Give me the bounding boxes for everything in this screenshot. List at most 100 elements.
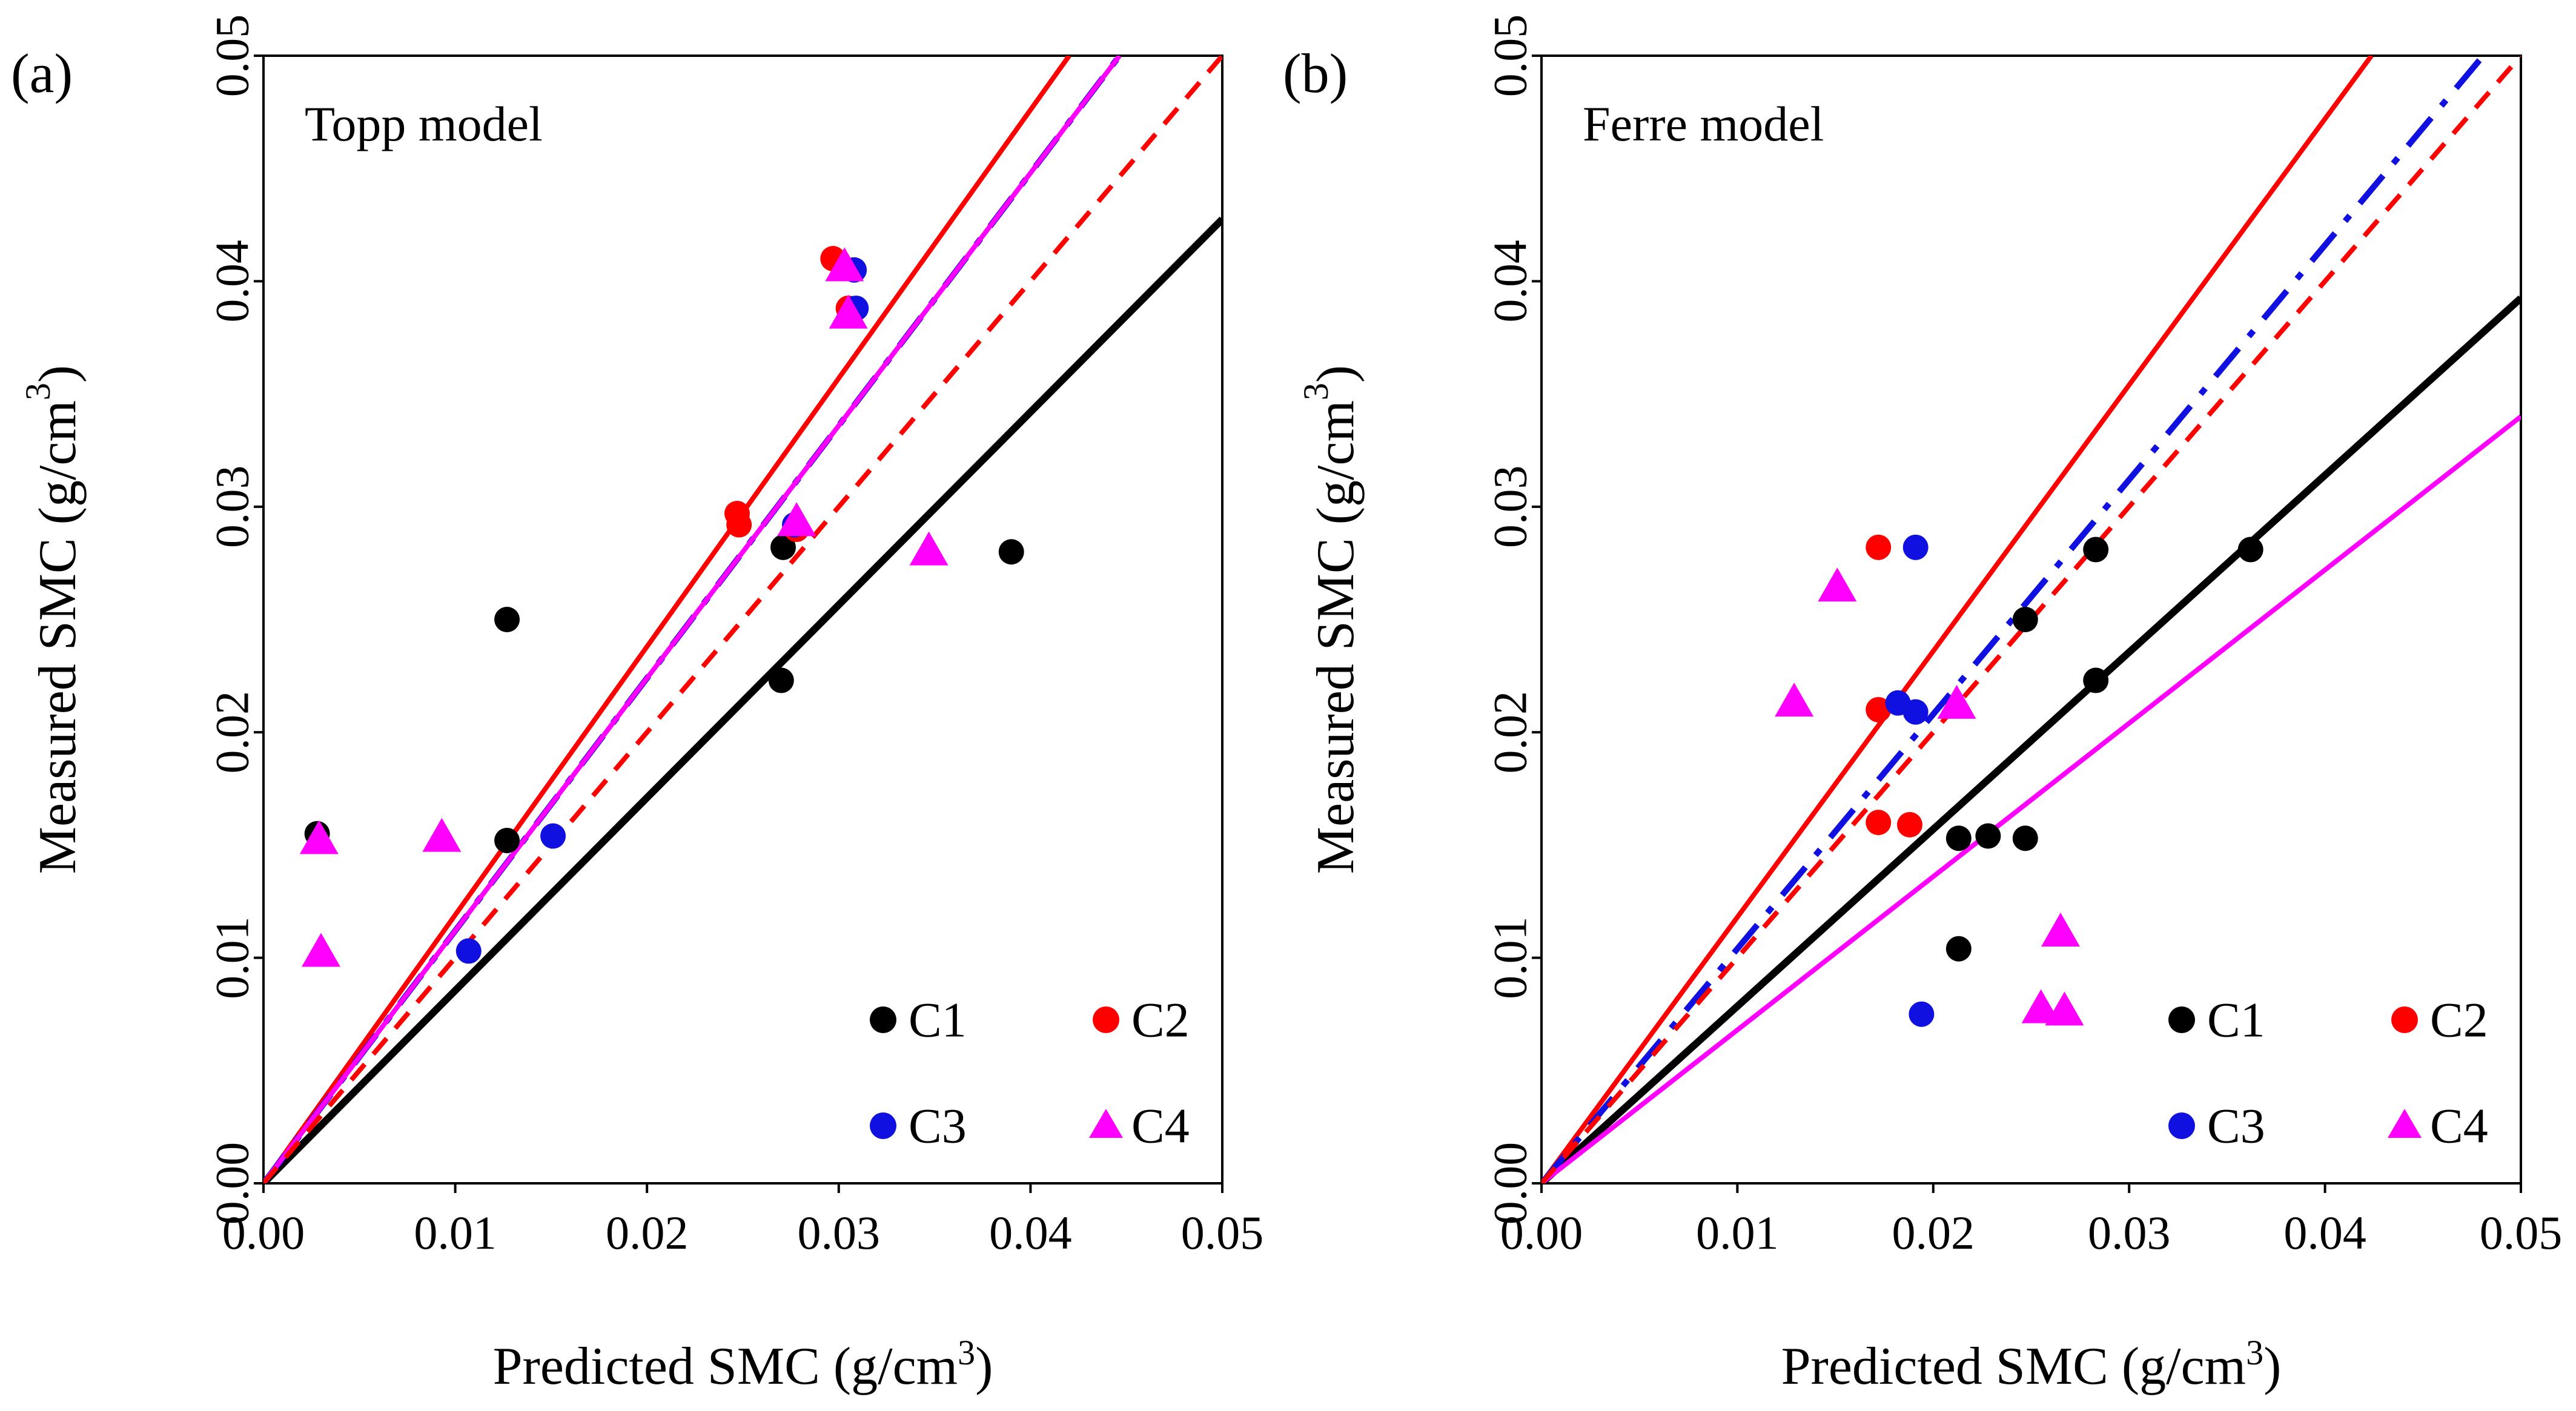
panel-a-fit-line-c1 [263, 216, 1222, 1183]
panel-a-point-c1 [770, 534, 796, 560]
panel-b-y-axis-title-text: Measured SMC (g/cm [1306, 400, 1365, 874]
panel-b-fit-line-c4 [1541, 414, 2521, 1183]
panel-a-y-axis-title-text: Measured SMC (g/cm [28, 400, 87, 874]
panel-b-point-c2 [1896, 811, 1922, 838]
panel-b-x-axis-title-text: Predicted SMC (g/cm [1781, 1337, 2246, 1396]
panel-b-legend-label-c1: C1 [2207, 993, 2265, 1048]
panel-b-fit-line-c1 [1541, 295, 2521, 1183]
panel-a-point-c1 [494, 827, 520, 853]
panel-b-y-tick-label: 0.04 [1484, 240, 1537, 323]
panel-b-point-c1 [2012, 825, 2038, 851]
panel-b-y-tick-label: 0.03 [1484, 466, 1537, 549]
panel-b-legend-label-c4: C4 [2430, 1099, 2488, 1154]
panel-b-legend-label-c3: C3 [2207, 1099, 2265, 1154]
panel-a: 0.00 0.01 0.02 0.03 0.04 0.05 0.00 0.01 0.02 0.03… [11, 15, 1263, 1396]
panel-b-x-tick-label: 0.03 [2088, 1206, 2171, 1259]
panel-a-point-c3 [455, 938, 482, 964]
panel-b-point-c1 [1945, 825, 1972, 851]
panel-b-model-title: Ferre model [1583, 96, 1824, 151]
panel-b-point-c1 [2083, 667, 2109, 693]
panel-a-legend-label-c1: C1 [909, 993, 967, 1048]
panel-b-x-tick-label: 0.00 [1500, 1206, 1583, 1259]
panel-a-x-axis-title: Predicted SMC (g/cm3) [493, 1333, 993, 1396]
panel-a-point-c4 [777, 502, 816, 537]
panel-b-x-tick-label: 0.01 [1696, 1206, 1779, 1259]
panel-b-point-c4 [1775, 682, 1814, 717]
panel-a-x-tick-label: 0.01 [414, 1206, 497, 1259]
panel-a-legend-label-c4: C4 [1131, 1099, 1190, 1154]
panel-a-legend-marker-c3 [870, 1112, 896, 1139]
panel-a-x-tick-label: 0.00 [222, 1206, 305, 1259]
panel-a-point-c4 [825, 247, 864, 282]
panel-b-legend-marker-c4 [2388, 1109, 2422, 1138]
panel-a-x-axis-title-text: Predicted SMC (g/cm [493, 1337, 958, 1396]
panel-b-y-tick-label: 0.00 [1484, 1142, 1537, 1225]
panel-a-x-tick-label: 0.02 [606, 1206, 689, 1259]
panel-b-legend-marker-c1 [2168, 1006, 2195, 1033]
panel-b: 0.00 0.01 0.02 0.03 0.04 0.05 0.00 0.01 0.02 0.03… [1283, 15, 2562, 1396]
panel-a-plot-frame [262, 55, 1223, 1185]
panel-b-x-tick-label: 0.04 [2283, 1206, 2366, 1259]
panel-a-point-c2 [726, 512, 752, 538]
panel-a-x-axis-title-close: ) [975, 1337, 993, 1396]
panel-b-point-c3 [1902, 699, 1929, 725]
panel-a-point-c3 [540, 823, 566, 849]
panel-b-legend-marker-c2 [2391, 1006, 2418, 1033]
panel-b-point-c3 [1902, 534, 1929, 560]
panel-a-x-tick-label: 0.05 [1181, 1206, 1264, 1259]
panel-a-point-c1 [998, 539, 1024, 565]
panel-b-point-c1 [2012, 607, 2038, 632]
panel-a-y-tick-label: 0.00 [206, 1142, 259, 1225]
panel-b-point-c1 [2237, 537, 2263, 563]
panel-a-point-c4 [301, 933, 340, 967]
panel-a-panel-label: (a) [11, 42, 73, 104]
panel-a-point-c4 [422, 818, 462, 852]
panel-b-y-tick-label: 0.01 [1484, 916, 1537, 999]
panel-b-plot-frame [1540, 55, 2522, 1185]
panel-a-fit-lines [263, 56, 1222, 1183]
panel-b-point-c4 [2045, 991, 2084, 1026]
panel-a-y-tick-label: 0.01 [206, 916, 259, 999]
panel-a-y-axis-title-close: ) [28, 365, 87, 383]
panel-a-legend-marker-c2 [1093, 1006, 1119, 1033]
panel-b-x-axis-title-close: ) [2263, 1337, 2281, 1396]
panel-b-point-c2 [1866, 534, 1892, 560]
panel-a-fit-line-c4 [263, 56, 1122, 1183]
panel-b-legend-label-c2: C2 [2430, 993, 2488, 1048]
panel-a-legend-marker-c4 [1089, 1109, 1123, 1138]
panel-a-x-axis-title-exponent: 3 [958, 1333, 975, 1372]
panel-a-y-tick-label: 0.02 [206, 691, 259, 774]
panel-b-point-c4 [1937, 684, 1976, 719]
panel-a-x-tick-label: 0.04 [989, 1206, 1072, 1259]
panel-b-point-c4 [1818, 567, 1857, 602]
panel-b-point-c4 [2041, 913, 2081, 947]
panel-b-point-c4 [2021, 989, 2061, 1023]
panel-a-fit-line-one-to-one [263, 56, 1222, 1183]
panel-b-y-axis-title: Measured SMC (g/cm3) [1296, 365, 1365, 874]
panel-a-y-axis-title-exponent: 3 [18, 383, 58, 400]
panel-b-fit-line-c2 [1541, 56, 2374, 1183]
panel-a-y-tick-label: 0.05 [206, 15, 259, 97]
panel-a-point-c4 [829, 294, 868, 329]
panel-b-point-c1 [1975, 823, 2001, 849]
panel-b-panel-label: (b) [1283, 42, 1348, 104]
panel-a-y-tick-label: 0.03 [206, 466, 259, 549]
panel-b-fit-lines [1541, 56, 2521, 1183]
panel-a-legend-label-c3: C3 [909, 1099, 967, 1154]
panel-b-x-axis-title-exponent: 3 [2246, 1333, 2263, 1372]
panel-b-y-axis-title-exponent: 3 [1296, 383, 1336, 400]
panel-a-fit-line-c2 [263, 56, 1071, 1183]
panel-b-point-c2 [1866, 696, 1892, 722]
panel-b-fit-line-c3 [1541, 56, 2486, 1183]
panel-a-legend-label-c2: C2 [1131, 993, 1190, 1048]
panel-a-point-c1 [494, 607, 520, 632]
panel-a-point-c1 [768, 667, 794, 693]
panel-b-legend-marker-c3 [2168, 1112, 2195, 1139]
panel-a-point-c4 [299, 820, 339, 854]
panel-b-point-c1 [1945, 936, 1972, 962]
panel-b-y-tick-label: 0.02 [1484, 691, 1537, 774]
panel-b-y-tick-label: 0.05 [1484, 15, 1537, 97]
panel-b-point-c3 [1909, 1001, 1935, 1027]
